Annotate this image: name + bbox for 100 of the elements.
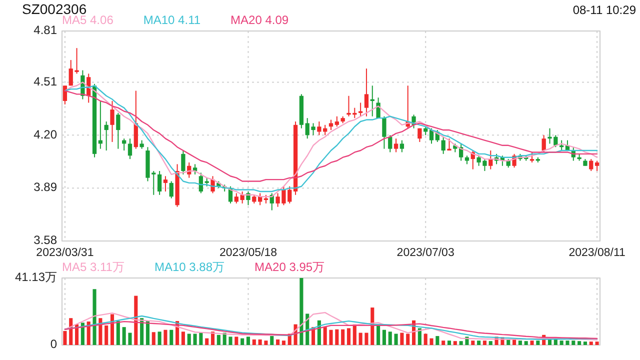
bar bbox=[69, 318, 73, 345]
candlestick bbox=[382, 116, 386, 150]
line-series bbox=[64, 320, 598, 340]
x-tick-label: 2023/05/18 bbox=[219, 247, 278, 259]
bar bbox=[282, 340, 286, 345]
candlestick bbox=[364, 68, 369, 117]
bar bbox=[382, 330, 386, 345]
candlestick bbox=[181, 150, 186, 175]
bar bbox=[264, 340, 268, 345]
bar bbox=[554, 339, 558, 345]
x-tick-label: 2023/03/31 bbox=[36, 247, 94, 259]
text: MA10 4.11 bbox=[143, 13, 201, 27]
bar bbox=[430, 338, 434, 345]
bar bbox=[216, 334, 220, 345]
bar bbox=[341, 329, 345, 345]
candlestick bbox=[110, 100, 114, 142]
text: MA20 3.95万 bbox=[254, 260, 325, 274]
bar bbox=[578, 341, 582, 345]
bar bbox=[240, 338, 244, 345]
candlestick bbox=[400, 140, 404, 153]
bar bbox=[488, 341, 492, 345]
text: MA20 4.09 bbox=[230, 13, 289, 27]
candlestick bbox=[589, 158, 594, 172]
bar bbox=[246, 336, 250, 345]
bar bbox=[199, 332, 203, 345]
bar bbox=[98, 318, 102, 345]
bar bbox=[252, 339, 256, 345]
bar bbox=[572, 340, 576, 345]
bar bbox=[530, 340, 534, 345]
text: MA10 3.88万 bbox=[154, 260, 225, 274]
x-tick-label: 2023/07/03 bbox=[396, 247, 454, 259]
bar bbox=[394, 334, 398, 345]
bar bbox=[193, 334, 197, 345]
bar bbox=[122, 327, 126, 345]
candlestick bbox=[328, 119, 334, 131]
candlestick bbox=[488, 150, 493, 170]
candlestick bbox=[317, 120, 322, 136]
candlestick bbox=[334, 116, 339, 128]
candlestick bbox=[542, 134, 546, 153]
candlestick bbox=[388, 134, 392, 153]
bar bbox=[370, 308, 374, 345]
bar bbox=[92, 289, 96, 345]
bar bbox=[134, 296, 138, 345]
bar bbox=[424, 334, 428, 345]
bar bbox=[170, 330, 174, 345]
bar bbox=[536, 340, 540, 345]
bar bbox=[388, 332, 392, 345]
candlestick bbox=[246, 190, 250, 206]
bar bbox=[376, 324, 380, 345]
bar bbox=[518, 340, 522, 345]
bar bbox=[442, 340, 446, 345]
bar bbox=[583, 342, 587, 345]
bar bbox=[164, 330, 168, 345]
bar bbox=[146, 321, 150, 345]
candlestick bbox=[530, 152, 534, 163]
y-tick-label: 4.20 bbox=[34, 127, 58, 142]
bar bbox=[181, 332, 185, 345]
bar bbox=[358, 332, 362, 345]
bar bbox=[205, 338, 209, 345]
y-tick-label: 4.51 bbox=[34, 74, 58, 88]
bar bbox=[400, 332, 404, 345]
bar bbox=[110, 314, 114, 345]
bar bbox=[258, 339, 262, 345]
bar bbox=[346, 328, 351, 345]
y-tick-label: 0 bbox=[50, 337, 58, 352]
bar bbox=[86, 322, 90, 345]
candlestick bbox=[116, 112, 120, 150]
bar bbox=[116, 321, 120, 345]
bar bbox=[406, 334, 410, 345]
bar bbox=[329, 330, 333, 345]
bar bbox=[276, 339, 280, 345]
candlestick bbox=[394, 138, 398, 153]
bar bbox=[459, 341, 463, 345]
bar bbox=[566, 340, 570, 345]
candlestick bbox=[418, 128, 422, 142]
bar bbox=[210, 332, 215, 345]
bar bbox=[482, 340, 486, 345]
bar bbox=[477, 340, 481, 345]
candlestick bbox=[169, 180, 174, 199]
candlestick bbox=[429, 128, 434, 144]
bar bbox=[471, 340, 475, 345]
bar bbox=[152, 332, 156, 345]
y-tick-label: 4.81 bbox=[34, 23, 58, 38]
bar bbox=[453, 341, 457, 345]
bar bbox=[63, 330, 67, 345]
bar bbox=[234, 336, 238, 345]
bar bbox=[436, 336, 440, 345]
candlestick bbox=[594, 160, 600, 172]
bar bbox=[595, 342, 599, 345]
candlestick bbox=[104, 120, 108, 152]
x-tick-label: 2023/08/11 bbox=[568, 247, 626, 259]
y-tick-label: 3.89 bbox=[34, 180, 58, 194]
chart-subtitle: 08-11 10:29 bbox=[572, 3, 636, 17]
bar bbox=[128, 332, 132, 345]
bar bbox=[80, 322, 84, 345]
candlestick bbox=[157, 170, 162, 196]
y-tick-label: 3.58 bbox=[34, 233, 58, 248]
candlestick bbox=[163, 176, 168, 192]
bar bbox=[228, 336, 232, 345]
bar bbox=[364, 332, 368, 345]
